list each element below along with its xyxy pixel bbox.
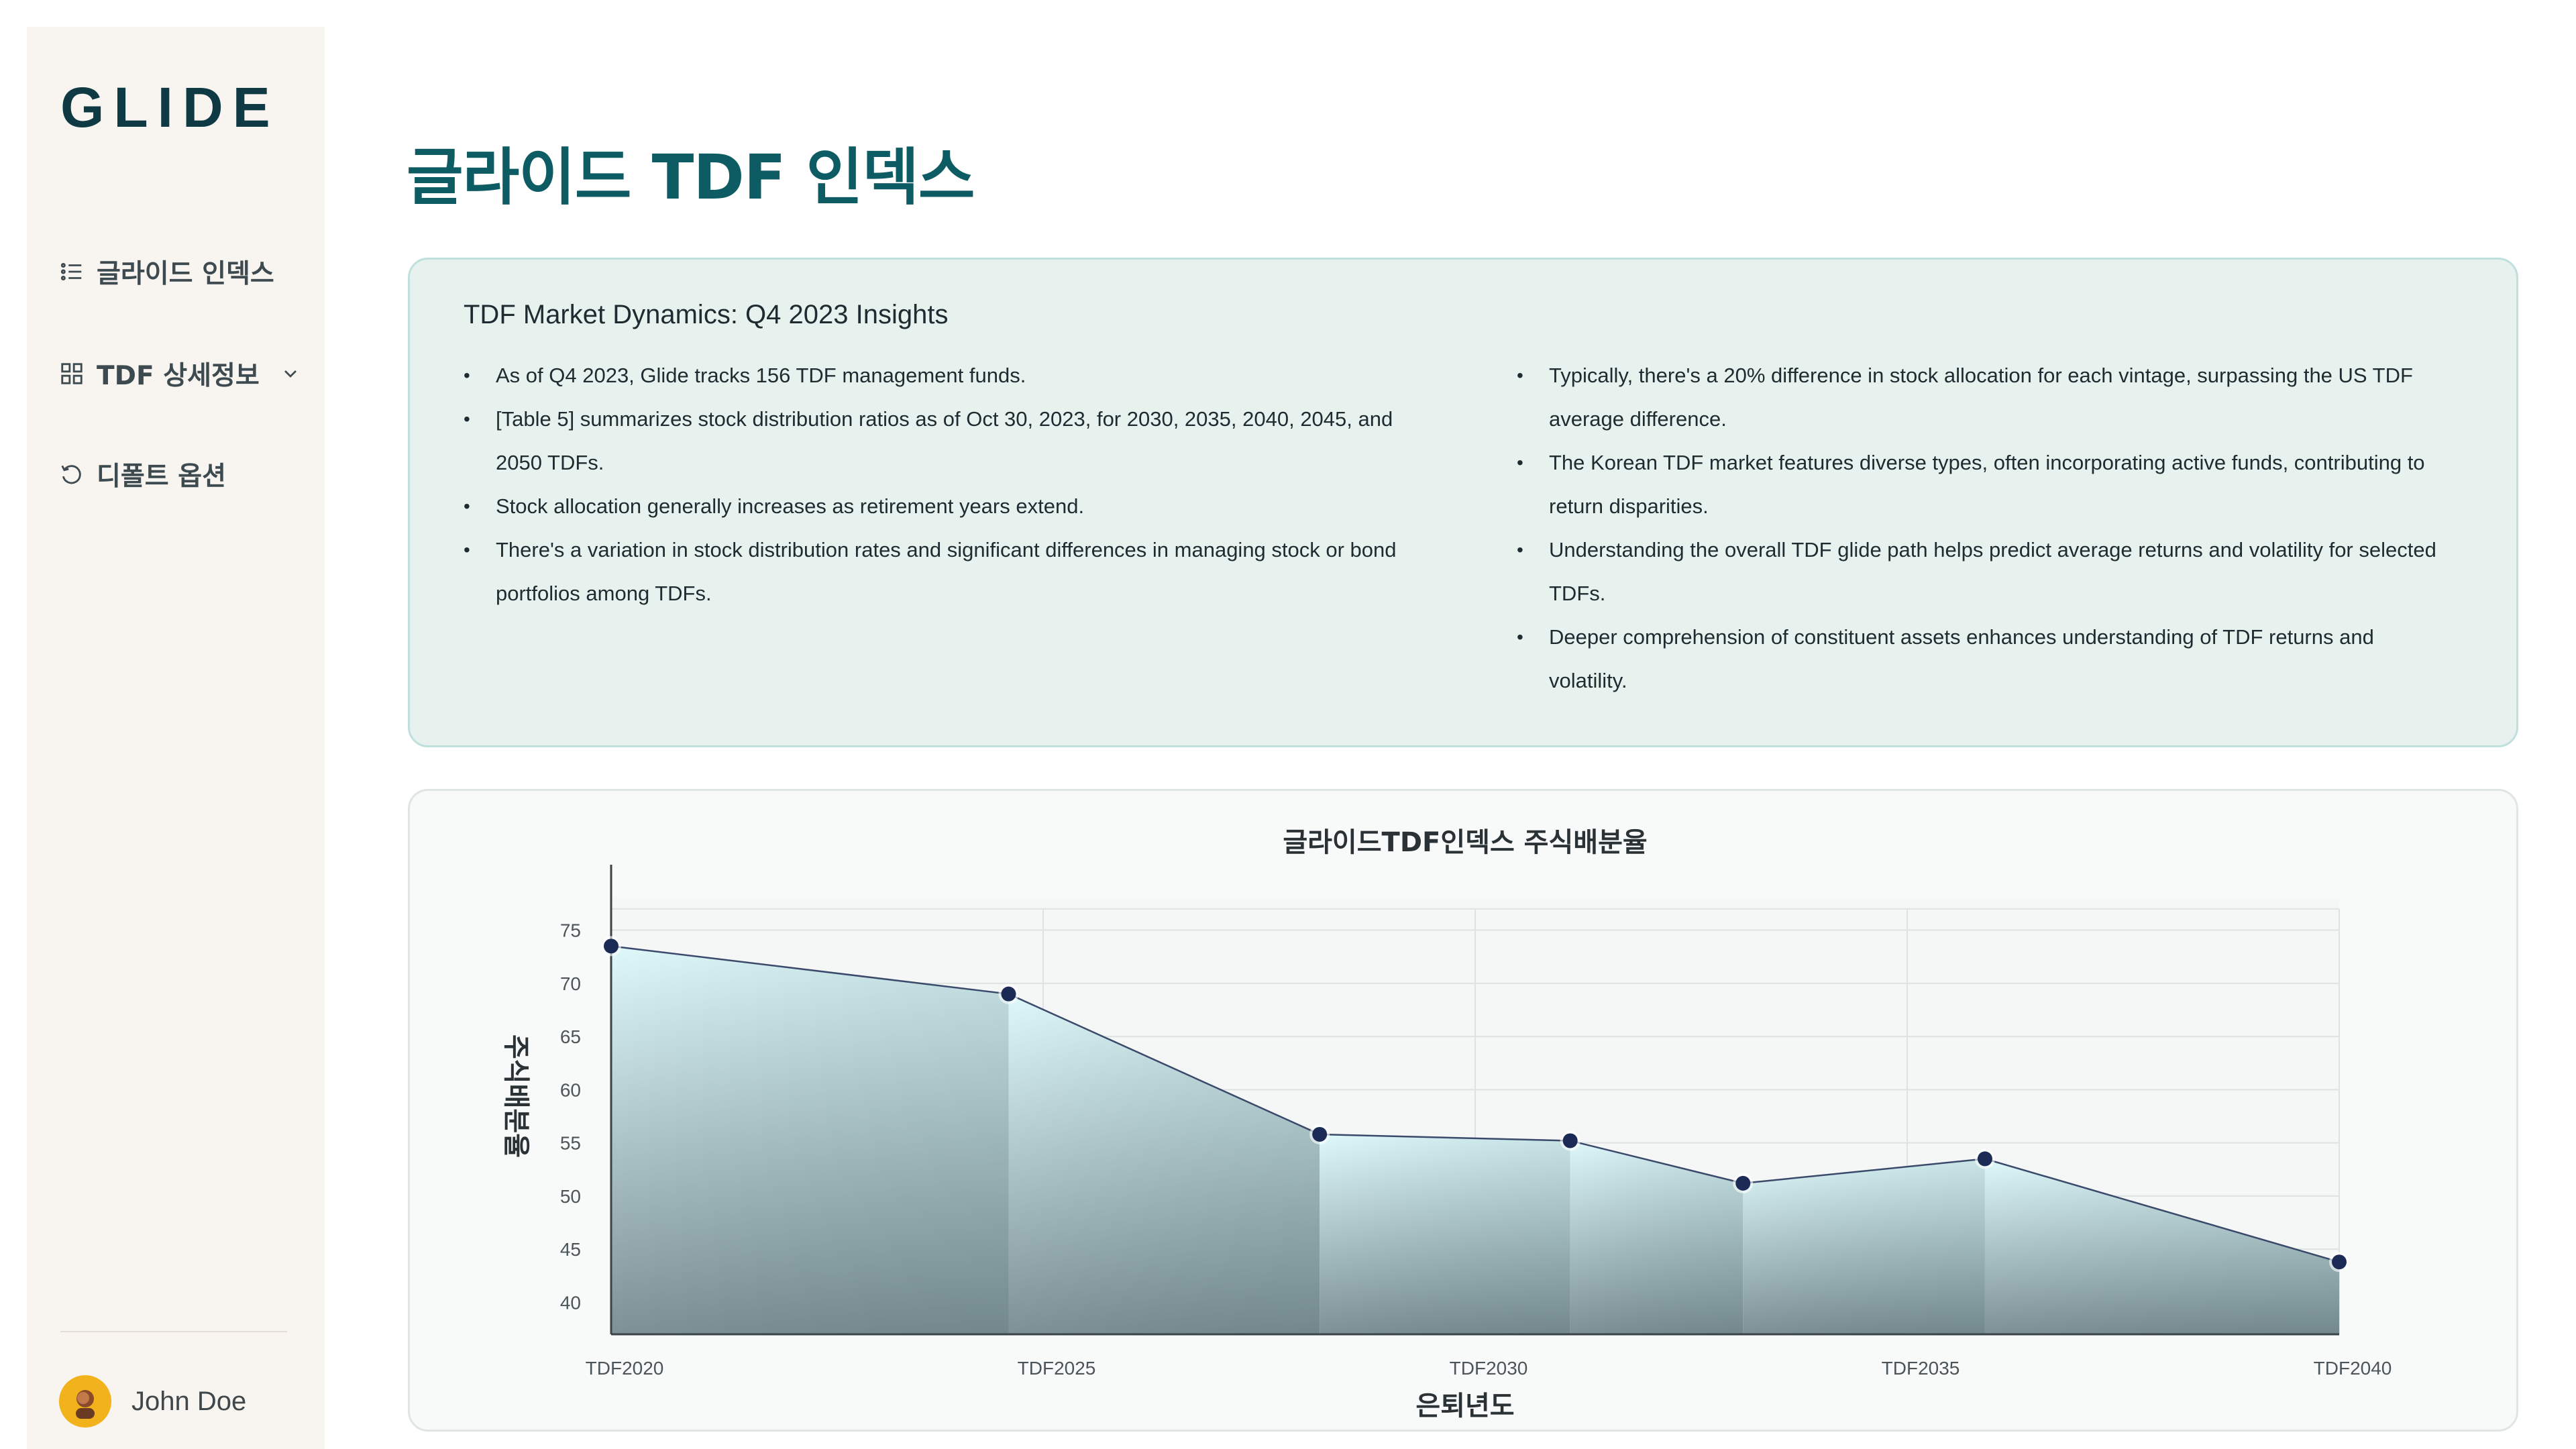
list-item: Deeper comprehension of constituent asse… bbox=[1517, 615, 2443, 702]
list-item: Understanding the overall TDF glide path… bbox=[1517, 528, 2443, 615]
chart-card: 40 45 50 55 60 65 70 75 TDF2020 TDF2025 TDF2030 TDF… bbox=[408, 789, 2518, 1432]
data-point bbox=[1735, 1175, 1751, 1191]
area-segment-shade bbox=[1984, 1159, 2339, 1334]
x-axis-label: 은퇴년도 bbox=[1415, 1391, 1514, 1421]
sidebar-item-default-option[interactable]: 디폴트 옵션 bbox=[59, 451, 226, 498]
chevron-down-icon[interactable] bbox=[280, 363, 301, 384]
x-tick-label: TDF2020 bbox=[586, 1358, 664, 1379]
refresh-icon bbox=[61, 465, 81, 484]
y-tick-label: 60 bbox=[560, 1079, 581, 1100]
sidebar-divider bbox=[60, 1331, 287, 1332]
data-point bbox=[1977, 1151, 1992, 1167]
grid-icon bbox=[61, 363, 83, 384]
glide-path-chart: 40 45 50 55 60 65 70 75 TDF2020 TDF2025 TDF2030 TDF… bbox=[500, 827, 2392, 1421]
page-title: 글라이드 TDF 인덱스 bbox=[407, 142, 975, 213]
user-profile[interactable]: John Doe bbox=[59, 1375, 246, 1428]
x-tick-label: TDF2035 bbox=[1882, 1358, 1960, 1379]
y-tick-label: 50 bbox=[560, 1186, 581, 1207]
area-segment-shade bbox=[611, 946, 1009, 1334]
list-icon bbox=[60, 263, 82, 280]
sidebar-item-tdf-details[interactable]: TDF 상세정보 bbox=[59, 350, 313, 397]
sidebar: GLIDE 글라이드 인덱스 TDF 상세정보 디폴트 옵션 bbox=[27, 27, 325, 1449]
data-point bbox=[1312, 1126, 1328, 1142]
y-tick-label: 45 bbox=[560, 1239, 581, 1260]
area-segment-shade bbox=[1320, 1134, 1570, 1334]
y-tick-label: 65 bbox=[560, 1026, 581, 1047]
list-item: Typically, there's a 20% difference in s… bbox=[1517, 354, 2443, 441]
list-item: Stock allocation generally increases as … bbox=[464, 484, 1403, 528]
data-point bbox=[1562, 1133, 1578, 1148]
user-avatar-icon bbox=[76, 1390, 95, 1419]
insights-heading: TDF Market Dynamics: Q4 2023 Insights bbox=[464, 300, 949, 329]
sidebar-item-label: 글라이드 인덱스 bbox=[97, 259, 274, 289]
chart-title: 글라이드TDF인덱스 주식배분율 bbox=[1283, 827, 1647, 858]
y-tick-label: 55 bbox=[560, 1133, 581, 1154]
area-segment-shade bbox=[1570, 1140, 1743, 1334]
sidebar-item-glide-index[interactable]: 글라이드 인덱스 bbox=[59, 248, 274, 295]
data-point bbox=[2332, 1254, 2347, 1270]
x-tick-label: TDF2025 bbox=[1018, 1358, 1096, 1379]
insights-left-list: As of Q4 2023, Glide tracks 156 TDF mana… bbox=[464, 354, 1403, 615]
sidebar-item-label: 디폴트 옵션 bbox=[97, 462, 226, 492]
x-tick-label: TDF2040 bbox=[2314, 1358, 2392, 1379]
y-tick-label: 70 bbox=[560, 973, 581, 994]
list-item: There's a variation in stock distributio… bbox=[464, 528, 1403, 615]
y-tick-label: 75 bbox=[560, 920, 581, 941]
list-item: The Korean TDF market features diverse t… bbox=[1517, 441, 2443, 528]
avatar[interactable] bbox=[59, 1375, 111, 1428]
y-axis-label: 주식배분율 bbox=[500, 1034, 531, 1158]
area-segment-shade bbox=[1008, 994, 1320, 1334]
list-item: [Table 5] summarizes stock distribution … bbox=[464, 397, 1403, 484]
x-tick-label: TDF2030 bbox=[1450, 1358, 1528, 1379]
insights-panel: TDF Market Dynamics: Q4 2023 Insights As… bbox=[408, 258, 2518, 747]
user-name: John Doe bbox=[131, 1386, 247, 1416]
glide-logo[interactable]: GLIDE bbox=[60, 76, 280, 139]
sidebar-item-label: TDF 상세정보 bbox=[97, 361, 260, 391]
insights-right-list: Typically, there's a 20% difference in s… bbox=[1517, 354, 2443, 702]
list-item: As of Q4 2023, Glide tracks 156 TDF mana… bbox=[464, 354, 1403, 397]
data-point bbox=[604, 938, 619, 954]
area-segment-shade bbox=[1743, 1159, 1985, 1334]
y-tick-label: 40 bbox=[560, 1292, 581, 1313]
data-point bbox=[1001, 986, 1016, 1002]
